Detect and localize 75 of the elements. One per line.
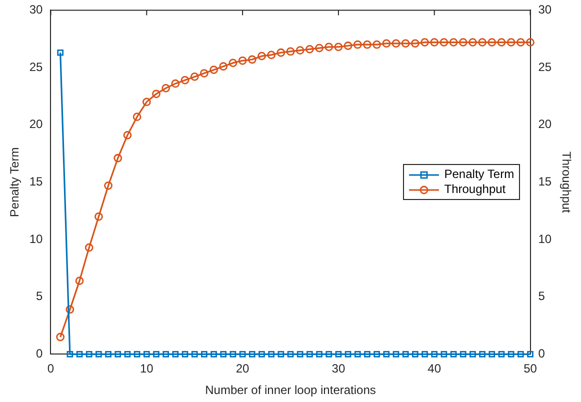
point [458,38,468,47]
point [315,44,324,52]
point [114,154,122,162]
point [334,42,343,52]
x-tick-label: 0 [47,362,54,376]
point [248,55,256,64]
x-tick-label: 10 [140,362,154,376]
y2-axis-title: Throughput [559,152,574,214]
point [104,181,112,190]
point [440,38,448,47]
x-tick-label: 30 [332,362,346,376]
x-tick-label: 40 [428,362,442,376]
point [75,276,84,286]
point [66,305,74,314]
point [488,38,496,47]
x-axis-title: Number of inner loop interations [205,383,376,398]
y-tick-label: 15 [29,174,44,189]
point [180,76,190,84]
legend-label: Throughput [444,182,506,198]
y-tick-label: 25 [29,60,44,74]
point [392,39,400,48]
point [152,90,160,98]
y2-tick-label: 15 [538,174,552,189]
point [497,38,506,47]
point [382,39,391,48]
point [353,40,362,49]
y2-tick-label: 10 [538,232,552,246]
point [363,40,372,49]
point [516,38,525,47]
point [468,38,477,47]
point [449,38,458,47]
point [324,42,334,52]
y-tick-label: 20 [29,117,44,132]
y-tick-label: 0 [36,346,44,361]
y2-tick-label: 5 [538,289,546,304]
point [478,38,486,47]
point [219,62,228,71]
x-tick-label: 50 [524,362,538,376]
point [162,84,170,92]
x-tick-label: 20 [236,362,250,376]
point [267,50,276,60]
y2-tick-label: 25 [538,60,552,74]
point [344,42,352,50]
point [190,72,199,81]
point [258,52,266,60]
point [56,332,65,342]
point [142,98,151,106]
point [372,40,382,49]
point [430,38,439,47]
y-tick-label: 10 [29,232,44,246]
point [296,46,304,55]
y2-tick-label: 30 [538,2,552,17]
point [238,56,247,65]
point [210,66,218,74]
point [84,243,94,252]
point [132,112,142,122]
point [506,38,516,47]
point [94,212,103,221]
y-axis-title: Penalty Term [8,147,22,218]
point [228,58,238,68]
point [410,39,420,48]
point [286,47,295,56]
point [200,69,208,78]
legend-label: Penalty Term [444,167,514,182]
point [401,39,410,48]
point [305,44,314,54]
point [420,38,429,47]
y-tick-label: 5 [36,289,44,304]
point [276,48,286,57]
point [526,38,534,47]
y2-tick-label: 20 [538,117,552,132]
y-tick-label: 30 [29,2,44,17]
point [123,130,132,140]
y2-tick-label: 0 [538,346,546,361]
point [171,79,180,88]
